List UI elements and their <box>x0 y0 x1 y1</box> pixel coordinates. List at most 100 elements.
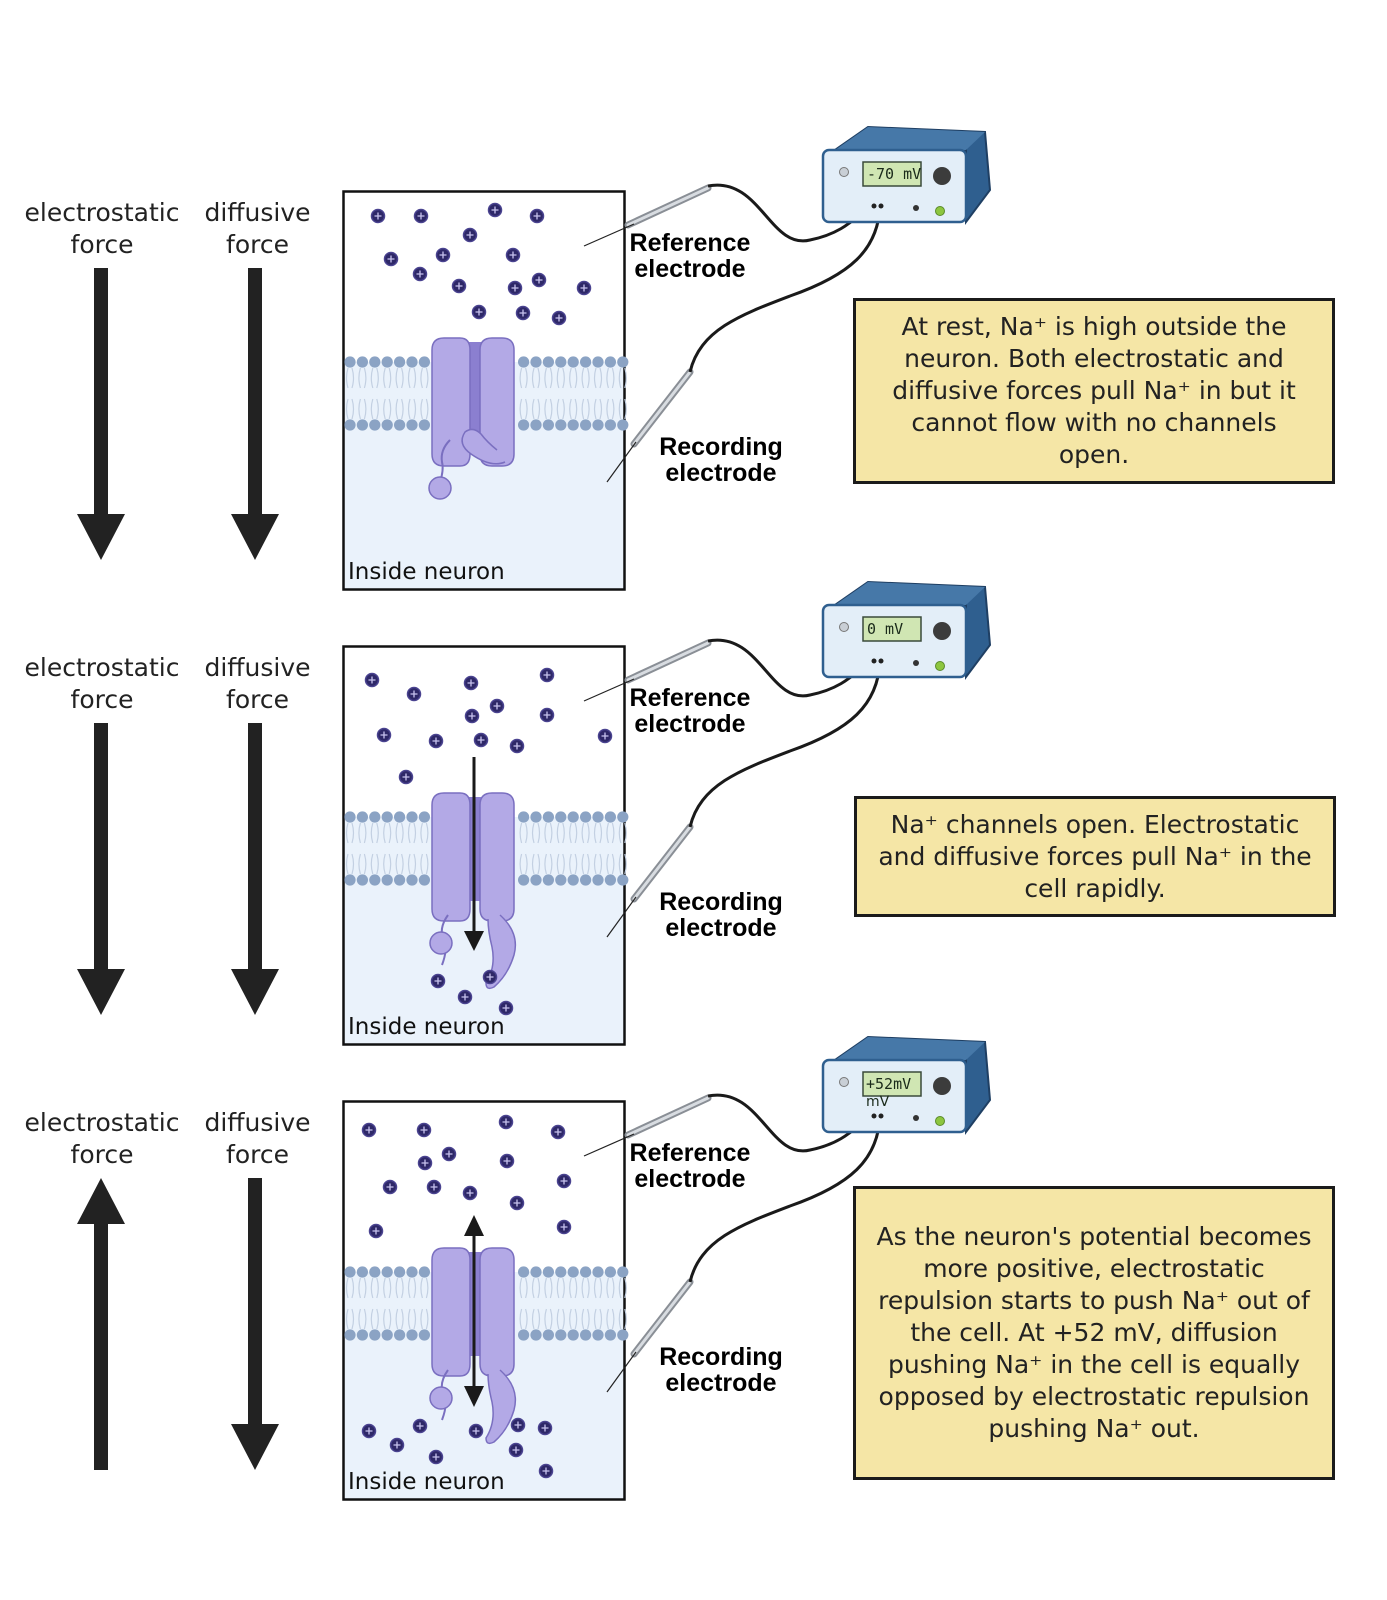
sodium-ion <box>539 707 555 723</box>
voltmeter-unit-label: mV <box>866 1094 890 1110</box>
lipid-head <box>394 811 406 823</box>
cell-frame <box>342 190 626 591</box>
lipid-head <box>555 419 567 431</box>
channel-subunit-left <box>431 792 471 922</box>
channel-subunit-right <box>479 337 515 467</box>
sodium-ion <box>416 1122 432 1138</box>
panel-scene <box>77 125 992 591</box>
lipid-head <box>344 1329 356 1341</box>
lipid-head <box>518 419 530 431</box>
electrostatic-force-label: electrostatic force <box>24 1108 180 1169</box>
reference-pointer-line <box>583 678 635 702</box>
lipid-tail <box>407 822 417 875</box>
meter-top-face <box>835 582 985 605</box>
lipid-head <box>394 1266 406 1278</box>
lipid-head <box>567 1266 579 1278</box>
lipid-head <box>555 356 567 368</box>
lipid-head <box>394 356 406 368</box>
meter-top-face <box>835 127 985 150</box>
input-jack-icon <box>871 1113 877 1119</box>
ball-chain <box>439 439 451 483</box>
diffusive-force-arrow <box>231 268 279 560</box>
sodium-ion <box>531 272 547 288</box>
sodium-ion <box>537 1420 553 1436</box>
electrode-highlight <box>632 1280 692 1356</box>
lipid-head <box>356 1266 368 1278</box>
input-jack-icon <box>871 203 877 209</box>
sodium-ion <box>508 1442 524 1458</box>
sodium-channel <box>428 337 515 500</box>
plus-sign <box>486 973 494 981</box>
lipid-tail <box>519 822 528 875</box>
lipid-head <box>580 419 592 431</box>
jack-icon <box>913 660 919 666</box>
lipid-head <box>406 1329 418 1341</box>
voltmeter-reading: 0 mV <box>867 620 904 638</box>
lipid-tail <box>618 1277 627 1330</box>
meter-top-face <box>835 1037 985 1060</box>
recording-electrode <box>630 823 694 903</box>
recording-electrode-label: Recording electrode <box>659 888 783 942</box>
lipid-head <box>617 356 629 368</box>
lipid-tail <box>544 367 553 420</box>
lipid-head <box>592 1329 604 1341</box>
info-box: As the neuron's potential becomes more p… <box>853 1186 1335 1480</box>
lipid-tail <box>606 822 615 875</box>
plus-sign <box>432 737 440 745</box>
lipid-tail <box>593 822 603 875</box>
lipid-tail <box>383 367 392 420</box>
cell-frame <box>342 645 626 1046</box>
lipid-head <box>604 356 617 368</box>
info-box: At rest, Na⁺ is high outside the neuron.… <box>853 298 1335 484</box>
sodium-ion <box>457 989 473 1005</box>
sodium-ion <box>406 686 422 702</box>
sodium-ion <box>430 973 446 989</box>
sodium-ion <box>463 675 479 691</box>
recording-pointer-line <box>606 896 637 938</box>
lipid-head <box>542 1266 555 1278</box>
lipid-tail <box>531 1277 541 1330</box>
lipid-tail <box>420 367 429 420</box>
lipid-head <box>369 811 381 823</box>
lipid-head <box>381 1266 393 1278</box>
lipid-head <box>604 419 617 431</box>
sodium-ion <box>499 1153 515 1169</box>
lipid-tail <box>544 1277 553 1330</box>
lipid-head <box>555 874 567 886</box>
lipid-head <box>381 419 393 431</box>
reference-electrode-label: Reference electrode <box>629 1139 751 1193</box>
lipid-head <box>567 1329 579 1341</box>
lipid-head <box>344 356 356 368</box>
lipid-head <box>381 811 393 823</box>
recording-electrode-label: Recording electrode <box>659 1343 783 1397</box>
electrostatic-force-arrow <box>77 723 125 1015</box>
voltmeter <box>821 1035 992 1135</box>
lipid-head <box>617 419 629 431</box>
jack-icon <box>913 205 919 211</box>
lipid-head <box>418 811 430 823</box>
lipid-head <box>406 811 418 823</box>
sodium-ion <box>505 247 521 263</box>
power-indicator-icon <box>839 622 849 632</box>
input-jack-icon <box>878 1113 884 1119</box>
lipid-head <box>580 356 592 368</box>
plus-sign <box>455 282 463 290</box>
gate-hinge <box>485 1369 517 1445</box>
voltmeter <box>821 125 992 225</box>
lipid-head <box>518 874 530 886</box>
lipid-tail <box>569 367 578 420</box>
plus-sign <box>580 284 588 292</box>
lipid-tail <box>581 367 590 420</box>
jack-icon <box>913 1115 919 1121</box>
sodium-ion <box>435 247 451 263</box>
lipid-tail <box>383 1277 392 1330</box>
lipid-tail <box>593 1277 603 1330</box>
sodium-ion <box>361 1423 377 1439</box>
sodium-ion <box>464 708 480 724</box>
lipid-head <box>418 419 430 431</box>
lipid-head <box>369 356 381 368</box>
meter-screen <box>862 1071 922 1097</box>
plus-sign <box>365 1126 373 1134</box>
plus-sign <box>430 1183 438 1191</box>
lipid-tail <box>407 1277 417 1330</box>
